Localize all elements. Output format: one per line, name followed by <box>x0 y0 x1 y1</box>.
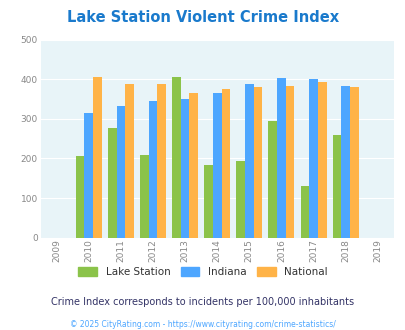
Bar <box>349 87 358 238</box>
Bar <box>309 79 317 238</box>
Bar <box>285 86 294 238</box>
Bar <box>221 89 230 238</box>
Text: Crime Index corresponds to incidents per 100,000 inhabitants: Crime Index corresponds to incidents per… <box>51 297 354 307</box>
Bar <box>148 101 157 238</box>
Bar <box>268 121 277 238</box>
Bar <box>76 156 84 238</box>
Bar <box>300 186 309 238</box>
Bar <box>116 106 125 238</box>
Bar <box>341 86 349 238</box>
Legend: Lake Station, Indiana, National: Lake Station, Indiana, National <box>74 263 331 281</box>
Bar <box>180 99 189 238</box>
Bar <box>108 127 116 238</box>
Bar <box>204 165 212 238</box>
Bar <box>332 135 341 238</box>
Bar <box>253 87 262 238</box>
Bar <box>212 93 221 238</box>
Bar <box>236 161 244 238</box>
Bar <box>172 77 180 238</box>
Bar <box>157 84 166 238</box>
Bar <box>84 113 93 238</box>
Bar <box>125 84 134 238</box>
Bar <box>140 155 148 238</box>
Text: Lake Station Violent Crime Index: Lake Station Violent Crime Index <box>67 10 338 25</box>
Bar <box>277 78 285 238</box>
Bar <box>244 84 253 238</box>
Text: © 2025 CityRating.com - https://www.cityrating.com/crime-statistics/: © 2025 CityRating.com - https://www.city… <box>70 320 335 329</box>
Bar <box>317 82 326 238</box>
Bar <box>189 93 198 238</box>
Bar <box>93 77 102 238</box>
